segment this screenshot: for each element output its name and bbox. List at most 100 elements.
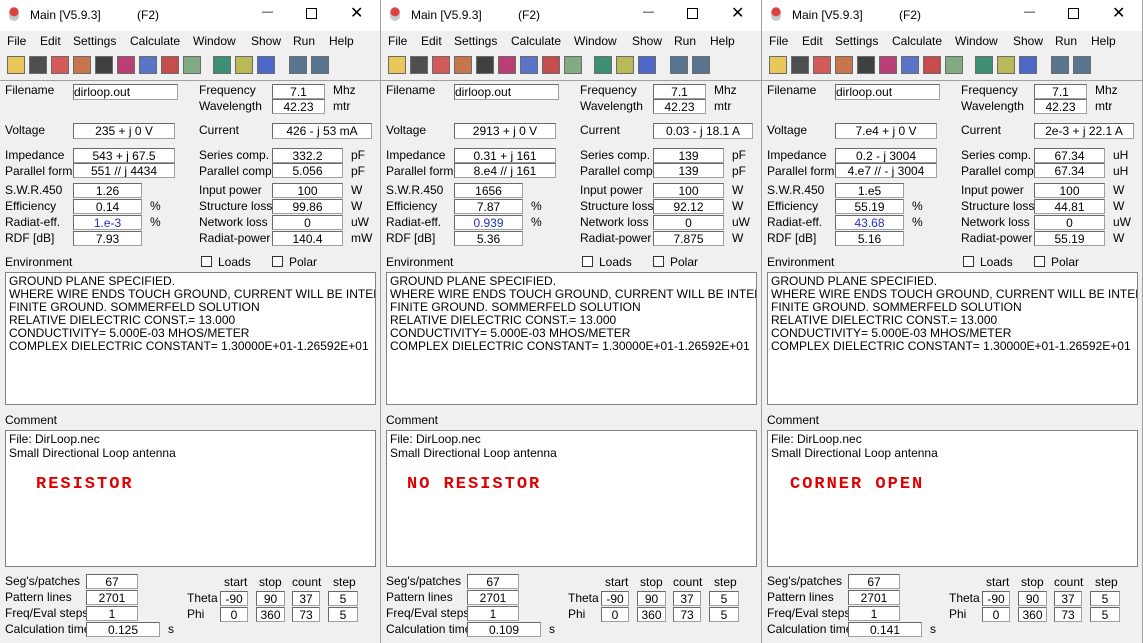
menu-item[interactable]: Settings <box>454 34 498 48</box>
toolbar-button[interactable] <box>73 56 91 74</box>
environment-line: FINITE GROUND. SOMMERFELD SOLUTION <box>771 300 1022 314</box>
toolbar-button[interactable] <box>410 56 428 74</box>
minimize-button[interactable]: — <box>1024 6 1035 18</box>
menu-item[interactable]: Window <box>955 34 998 48</box>
toolbar-button[interactable] <box>835 56 853 74</box>
menu-item[interactable]: Calculate <box>511 34 562 48</box>
toolbar-button[interactable] <box>857 56 875 74</box>
toolbar-button[interactable] <box>945 56 963 74</box>
toolbar-button[interactable] <box>879 56 897 74</box>
toolbar-button[interactable] <box>235 56 253 74</box>
minimize-button[interactable]: — <box>643 6 654 18</box>
minimize-button[interactable]: — <box>262 6 273 18</box>
toolbar-button[interactable] <box>95 56 113 74</box>
toolbar-button[interactable] <box>594 56 612 74</box>
menu-item[interactable]: Help <box>710 34 735 48</box>
toolbar-button[interactable] <box>311 56 329 74</box>
toolbar-button[interactable] <box>454 56 472 74</box>
toolbar-button[interactable] <box>692 56 710 74</box>
loads-checkbox[interactable] <box>963 256 974 267</box>
field-label: Impedance <box>386 148 446 162</box>
menu-item[interactable]: Edit <box>40 34 61 48</box>
value-field: 5.056 <box>272 163 343 178</box>
toolbar-button[interactable] <box>791 56 809 74</box>
polar-checkbox[interactable] <box>272 256 283 267</box>
polar-checkbox[interactable] <box>1034 256 1045 267</box>
toolbar-button[interactable] <box>432 56 450 74</box>
toolbar-button[interactable] <box>139 56 157 74</box>
field-label: Parallel comp. <box>580 164 657 178</box>
toolbar-button[interactable] <box>183 56 201 74</box>
field-label: Parallel comp. <box>961 164 1038 178</box>
toolbar-button[interactable] <box>542 56 560 74</box>
toolbar-button[interactable] <box>975 56 993 74</box>
value-field: 1.e-3 <box>73 215 142 230</box>
menu-item[interactable]: Calculate <box>892 34 943 48</box>
toolbar-button[interactable] <box>1019 56 1037 74</box>
toolbar-button[interactable] <box>498 56 516 74</box>
toolbar-button[interactable] <box>813 56 831 74</box>
menu-item[interactable]: Settings <box>73 34 117 48</box>
toolbar-button[interactable] <box>213 56 231 74</box>
menu-item[interactable]: Edit <box>802 34 823 48</box>
menu-item[interactable]: Run <box>293 34 316 48</box>
field-label: Pattern lines <box>5 590 72 604</box>
close-button[interactable]: ✕ <box>350 5 364 22</box>
field-label: Wavelength <box>199 99 262 113</box>
menu-item[interactable]: Show <box>632 34 663 48</box>
menu-item[interactable]: Settings <box>835 34 879 48</box>
environment-line: CONDUCTIVITY= 5.000E-03 MHOS/METER <box>390 326 631 340</box>
toolbar-button[interactable] <box>289 56 307 74</box>
maximize-button[interactable] <box>306 8 317 19</box>
toolbar-button[interactable] <box>997 56 1015 74</box>
toolbar-button[interactable] <box>7 56 25 74</box>
toolbar-button[interactable] <box>638 56 656 74</box>
value-field: 100 <box>272 183 343 198</box>
toolbar-button[interactable] <box>51 56 69 74</box>
maximize-button[interactable] <box>1068 8 1079 19</box>
field-label: Efficiency <box>386 199 438 213</box>
menu-item[interactable]: Edit <box>421 34 442 48</box>
menu-item[interactable]: Calculate <box>130 34 181 48</box>
toolbar-button[interactable] <box>29 56 47 74</box>
toolbar-button[interactable] <box>476 56 494 74</box>
menu-item[interactable]: Run <box>674 34 697 48</box>
menu-item[interactable]: File <box>388 34 408 48</box>
field-label: Input power <box>199 183 262 197</box>
menu-item[interactable]: Show <box>1013 34 1044 48</box>
toolbar-button[interactable] <box>117 56 135 74</box>
toolbar-button[interactable] <box>1073 56 1091 74</box>
field-label: Freq/Eval steps <box>767 606 851 620</box>
menu-item[interactable]: Window <box>193 34 236 48</box>
menu-item[interactable]: Help <box>1091 34 1116 48</box>
toolbar-button[interactable] <box>616 56 634 74</box>
value-field: 0.141 <box>848 622 922 637</box>
toolbar-button[interactable] <box>769 56 787 74</box>
menu-item[interactable]: Help <box>329 34 354 48</box>
toolbar-button[interactable] <box>257 56 275 74</box>
menu-item[interactable]: File <box>7 34 27 48</box>
value-field: 0.31 + j 161 <box>454 148 556 163</box>
toolbar-button[interactable] <box>388 56 406 74</box>
menu-item[interactable]: Show <box>251 34 282 48</box>
toolbar-button[interactable] <box>901 56 919 74</box>
toolbar-button[interactable] <box>520 56 538 74</box>
filename-field: dirloop.out <box>73 84 178 100</box>
maximize-button[interactable] <box>687 8 698 19</box>
unit-label: Mhz <box>1095 83 1118 97</box>
toolbar-button[interactable] <box>1051 56 1069 74</box>
toolbar-button[interactable] <box>923 56 941 74</box>
menu-item[interactable]: File <box>769 34 789 48</box>
toolbar-button[interactable] <box>161 56 179 74</box>
close-button[interactable]: ✕ <box>731 5 745 22</box>
close-button[interactable]: ✕ <box>1112 5 1126 22</box>
toolbar-button[interactable] <box>670 56 688 74</box>
field-label: Phi <box>568 607 586 621</box>
menu-item[interactable]: Window <box>574 34 617 48</box>
loads-checkbox[interactable] <box>201 256 212 267</box>
loads-checkbox[interactable] <box>582 256 593 267</box>
polar-checkbox[interactable] <box>653 256 664 267</box>
unit-label: uW <box>1113 215 1131 229</box>
menu-item[interactable]: Run <box>1055 34 1078 48</box>
toolbar-button[interactable] <box>564 56 582 74</box>
